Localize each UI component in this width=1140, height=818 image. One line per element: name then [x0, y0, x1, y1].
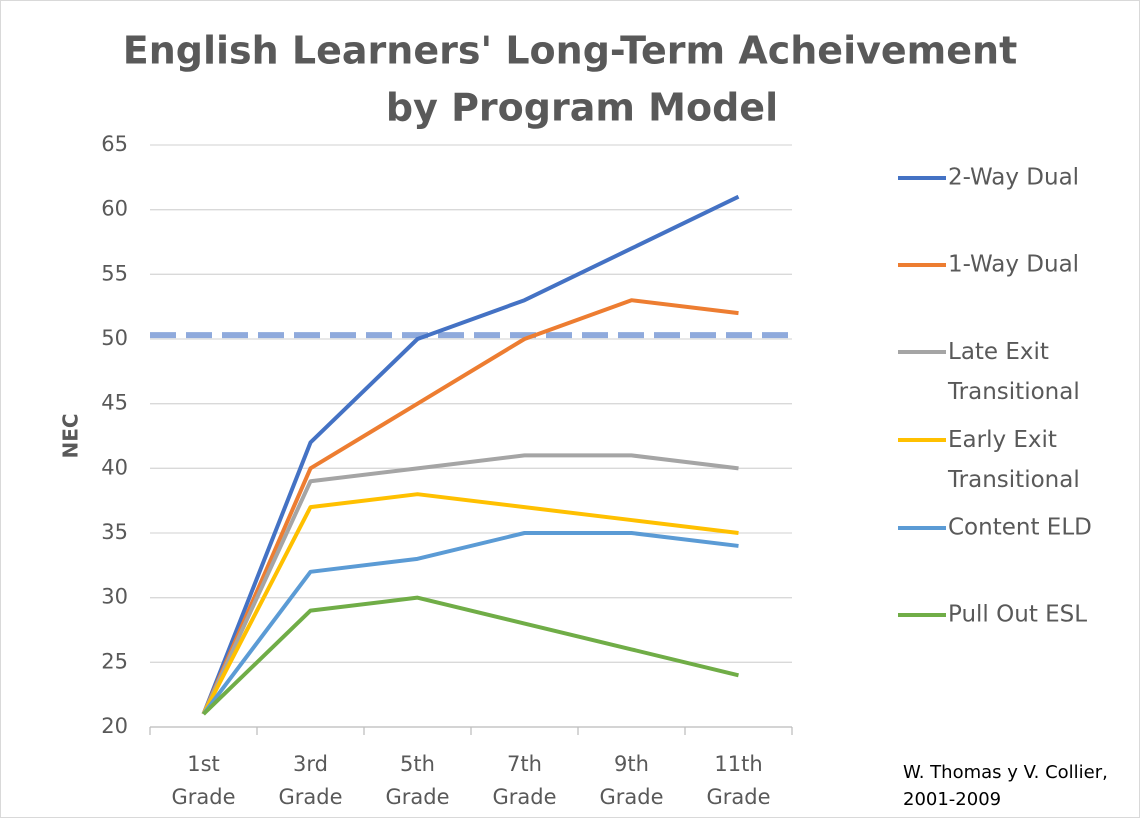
y-tick-label: 50	[101, 326, 128, 350]
legend-label: Pull Out ESL	[948, 602, 1087, 628]
legend-label: Late Exit Transitional	[947, 339, 1080, 405]
source: W. Thomas y V. Collier,	[903, 762, 1108, 783]
legend-label: 2-Way Dual	[948, 165, 1079, 191]
y-tick-label: 55	[101, 261, 128, 285]
series-line	[201, 531, 739, 716]
y-tick-label: 30	[101, 585, 128, 609]
x-tick-label: 1st Grade	[171, 752, 235, 809]
y-tick-label: 20	[101, 714, 128, 738]
x-tick-label: 5th Grade	[385, 752, 449, 809]
series-line	[201, 298, 739, 715]
series-line	[202, 595, 739, 716]
series-line	[201, 492, 739, 715]
series-line	[201, 453, 739, 715]
x-tick-label: 9th Grade	[599, 752, 663, 809]
y-tick-label: 25	[101, 649, 128, 673]
legend-label: Early Exit Transitional	[947, 427, 1080, 493]
legend-label: 1-Way Dual	[948, 252, 1079, 278]
legend-label: Content ELD	[948, 515, 1092, 541]
y-tick-label: 40	[101, 455, 128, 479]
y-tick-label: 60	[101, 197, 128, 221]
y-axis-label: NEC	[59, 413, 83, 458]
x-tick-label: 7th Grade	[492, 752, 556, 809]
x-tick-label: 3rd Grade	[278, 752, 342, 809]
chart-title: by Program Model	[386, 86, 778, 130]
series-line	[201, 194, 740, 715]
chart-title: English Learners' Long-Term Acheivement	[123, 29, 1017, 73]
source: 2001-2009	[903, 789, 1001, 810]
y-tick-label: 35	[101, 520, 128, 544]
y-tick-label: 45	[101, 391, 128, 415]
y-tick-label: 65	[101, 132, 128, 156]
x-tick-label: 11th Grade	[706, 752, 770, 809]
